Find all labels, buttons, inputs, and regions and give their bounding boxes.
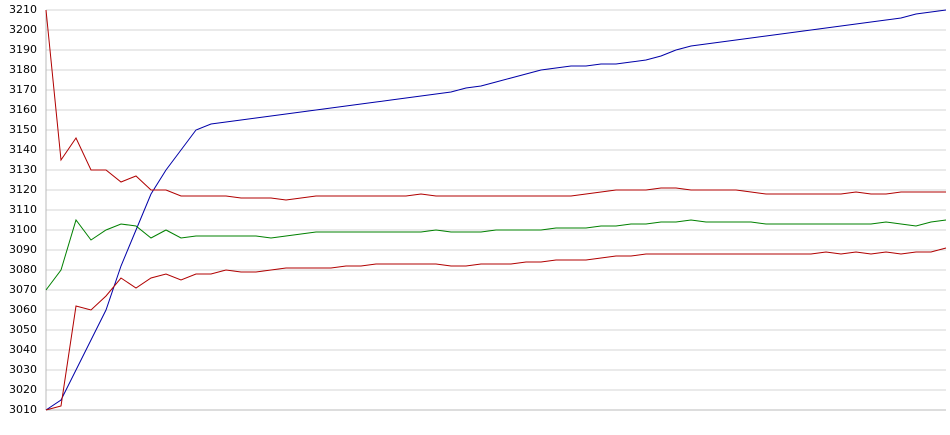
y-tick-label: 3140	[9, 143, 37, 156]
y-tick-label: 3200	[9, 23, 37, 36]
y-tick-label: 3020	[9, 383, 37, 396]
y-tick-label: 3050	[9, 323, 37, 336]
y-tick-label: 3170	[9, 83, 37, 96]
y-tick-label: 3070	[9, 283, 37, 296]
y-tick-label: 3180	[9, 63, 37, 76]
line-series	[45, 9, 947, 411]
y-tick-label: 3040	[9, 343, 37, 356]
y-tick-label: 3090	[9, 243, 37, 256]
y-tick-label: 3160	[9, 103, 37, 116]
y-tick-label: 3080	[9, 263, 37, 276]
line-series	[45, 9, 946, 201]
line-series	[45, 247, 947, 411]
y-tick-label: 3110	[9, 203, 37, 216]
y-tick-label: 3060	[9, 303, 37, 316]
y-tick-label: 3030	[9, 363, 37, 376]
y-tick-label: 3150	[9, 123, 37, 136]
line-series	[45, 218, 947, 291]
y-tick-label: 3010	[9, 403, 37, 416]
y-tick-label: 3210	[9, 3, 37, 16]
y-tick-label: 3190	[9, 43, 37, 56]
y-tick-label: 3100	[9, 223, 37, 236]
y-tick-label: 3120	[9, 183, 37, 196]
y-tick-label: 3130	[9, 163, 37, 176]
